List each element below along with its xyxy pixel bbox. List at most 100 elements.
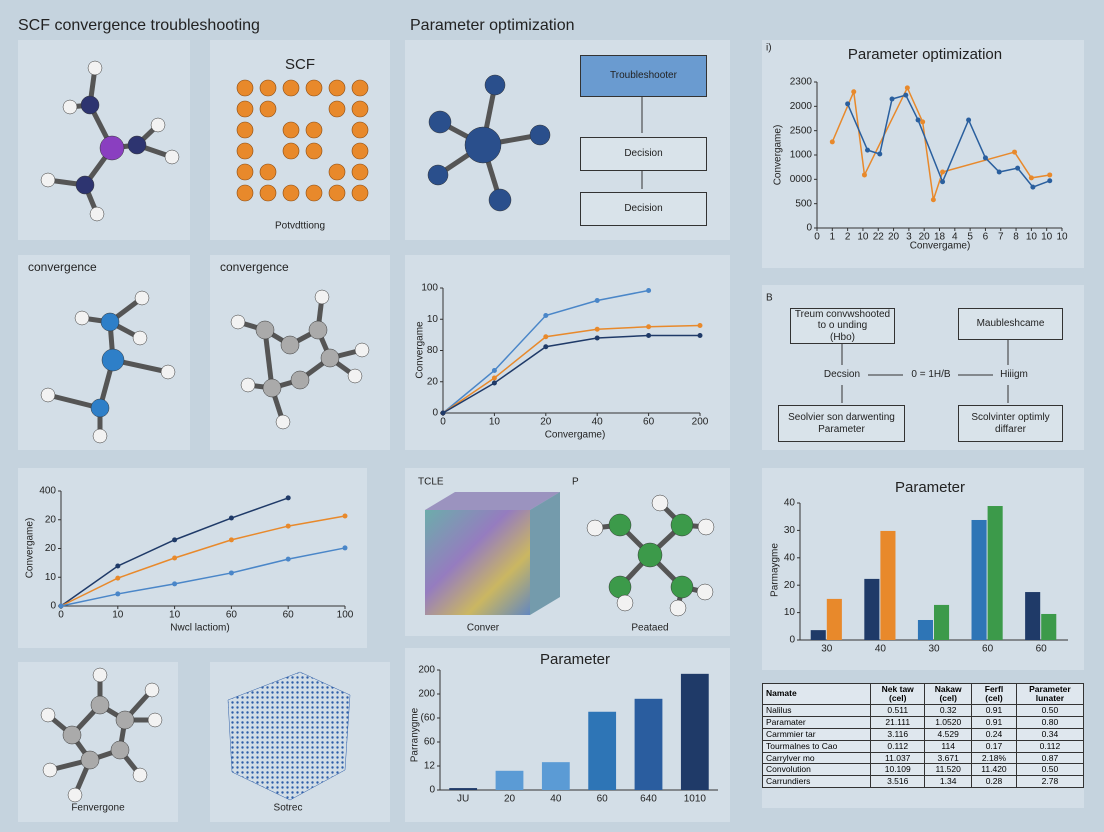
y-tick-label: 0 xyxy=(806,223,812,234)
table-cell: Convolution xyxy=(761,763,872,777)
point xyxy=(996,169,1002,175)
atom xyxy=(236,142,254,160)
point xyxy=(594,298,600,303)
panel-label: convergence xyxy=(28,260,97,274)
atom xyxy=(164,149,180,165)
point xyxy=(491,368,497,373)
point xyxy=(58,603,64,609)
x-tick-label: 60 xyxy=(226,610,238,621)
y-tick-label: 20 xyxy=(784,580,796,591)
atom xyxy=(351,79,369,97)
point xyxy=(342,513,348,519)
x-tick-label: 10 xyxy=(1026,232,1038,243)
x-tick-label: 60 xyxy=(597,794,609,805)
panel-label: SCF xyxy=(285,56,315,73)
table-cell: 4.529 xyxy=(924,727,973,741)
x-tick-label: 60 xyxy=(643,417,655,428)
atom xyxy=(236,121,254,139)
x-tick-label: 0 xyxy=(440,417,446,428)
table-cell: 0.91 xyxy=(971,715,1017,729)
x-tick-label: 8 xyxy=(1013,232,1019,243)
x-tick-label: 20 xyxy=(888,232,900,243)
table-cell: Nalilus xyxy=(761,703,872,717)
atom xyxy=(62,725,82,745)
x-tick-label: 3 xyxy=(906,232,912,243)
table-cell: 1.34 xyxy=(924,775,973,789)
table-cell: 0.34 xyxy=(1015,727,1085,741)
x-tick-label: 0 xyxy=(58,610,64,621)
point xyxy=(228,570,234,576)
flow-node: Decision xyxy=(580,137,707,171)
point xyxy=(940,179,946,185)
line xyxy=(442,334,700,414)
point xyxy=(903,92,909,98)
atom xyxy=(62,99,78,115)
panel-label: P xyxy=(572,477,579,488)
point xyxy=(877,151,883,157)
atom xyxy=(354,342,370,358)
table-cell: 11.420 xyxy=(971,763,1017,777)
atom xyxy=(608,513,632,537)
point xyxy=(1028,175,1034,181)
x-tick-label: 18 xyxy=(934,232,946,243)
x-tick-label: 10 xyxy=(1041,232,1053,243)
y-tick-label: 0 xyxy=(789,635,795,646)
y-tick-label: 60 xyxy=(424,737,436,748)
atom xyxy=(80,95,100,115)
line xyxy=(60,515,346,607)
atom xyxy=(282,79,300,97)
atom xyxy=(110,740,130,760)
table-row: Carmmier tar 3.116 4.529 0.24 0.34 xyxy=(761,727,1085,741)
atom xyxy=(280,335,300,355)
x-tick-label: 1 xyxy=(830,232,836,243)
line xyxy=(442,324,701,414)
bar xyxy=(826,598,842,640)
atom xyxy=(101,348,125,372)
atom xyxy=(75,175,95,195)
atom xyxy=(670,513,694,537)
point xyxy=(915,117,921,123)
atom xyxy=(236,100,254,118)
y-tick-label: 0000 xyxy=(790,174,813,185)
atom xyxy=(529,124,551,146)
table-cell: 0.32 xyxy=(924,703,973,717)
atom xyxy=(314,289,330,305)
atom xyxy=(90,398,110,418)
atom xyxy=(150,117,166,133)
bar xyxy=(1041,613,1057,640)
x-tick-label: 10 xyxy=(112,610,124,621)
illustrations xyxy=(40,60,715,803)
panel-caption: Conver xyxy=(467,623,500,634)
table-cell: 3.116 xyxy=(870,727,926,741)
atom xyxy=(328,184,346,202)
atom xyxy=(305,142,323,160)
x-tick-label: 6 xyxy=(983,232,989,243)
atom xyxy=(132,330,148,346)
atom xyxy=(290,370,310,390)
table-cell: 10.109 xyxy=(870,763,926,777)
atom xyxy=(132,767,148,783)
y-tick-label: 0 xyxy=(432,408,438,419)
y-tick-label: 40 xyxy=(784,498,796,509)
y-tick-label: (60 xyxy=(421,713,436,724)
atom xyxy=(305,121,323,139)
flow-node: Maubleshcame xyxy=(958,308,1063,340)
point xyxy=(982,155,988,161)
atom xyxy=(236,184,254,202)
table-cell: 1.0520 xyxy=(924,715,973,729)
y-tick-label: 20 xyxy=(45,514,57,525)
atom xyxy=(259,100,277,118)
atom xyxy=(40,387,56,403)
point xyxy=(889,96,895,102)
atom xyxy=(347,368,363,384)
atom xyxy=(328,163,346,181)
atom xyxy=(351,163,369,181)
point xyxy=(930,197,936,203)
point xyxy=(172,537,178,543)
x-tick-label: 5 xyxy=(967,232,973,243)
x-tick-label: 640 xyxy=(640,794,657,805)
point xyxy=(440,410,446,416)
atom xyxy=(100,312,120,332)
panel-caption: Fenvergone xyxy=(71,803,125,814)
point xyxy=(940,169,946,175)
